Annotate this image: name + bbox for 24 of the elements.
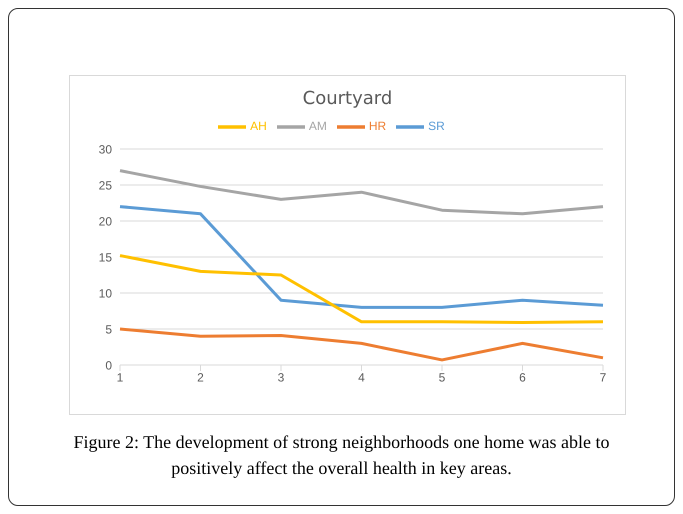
caption: Figure 2: The development of strong neighborhoods one home was able to positively affect the overall health in key areas.	[72, 431, 611, 480]
x-tick-label: 1	[116, 370, 124, 385]
line-series	[118, 254, 604, 324]
x-tick-label: 2	[197, 370, 204, 385]
x-tick-label: 7	[600, 370, 607, 385]
x-tick-label: 4	[358, 370, 366, 385]
line-series	[118, 205, 604, 309]
line-series	[118, 169, 604, 216]
y-tick-label: 10	[98, 286, 112, 300]
chart-title: Courtyard	[302, 88, 394, 109]
x-tick-label: 6	[519, 370, 526, 385]
legend-label: SR	[428, 119, 445, 134]
legend-label: AM	[308, 119, 327, 134]
y-tick-label: 20	[98, 214, 112, 228]
line-series	[118, 328, 604, 362]
x-tick-label: 5	[438, 370, 446, 385]
y-tick-label: 0	[105, 358, 112, 372]
y-tick-label: 30	[98, 142, 112, 156]
legend-label: AH	[250, 119, 267, 134]
x-tick-label: 3	[278, 370, 285, 385]
y-tick-label: 5	[105, 322, 112, 336]
y-tick-label: 25	[98, 178, 112, 192]
legend-label: HR	[368, 119, 386, 134]
y-tick-label: 15	[98, 250, 112, 264]
